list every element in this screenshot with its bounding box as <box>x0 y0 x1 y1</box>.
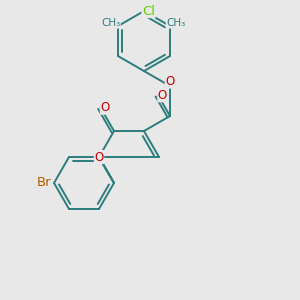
Text: O: O <box>100 101 109 114</box>
Text: O: O <box>158 89 167 102</box>
Text: CH₃: CH₃ <box>167 18 186 28</box>
Text: CH₃: CH₃ <box>101 18 120 28</box>
Text: O: O <box>94 151 103 164</box>
Text: Cl: Cl <box>142 4 155 17</box>
Text: O: O <box>165 75 175 88</box>
Text: Br: Br <box>36 176 51 190</box>
